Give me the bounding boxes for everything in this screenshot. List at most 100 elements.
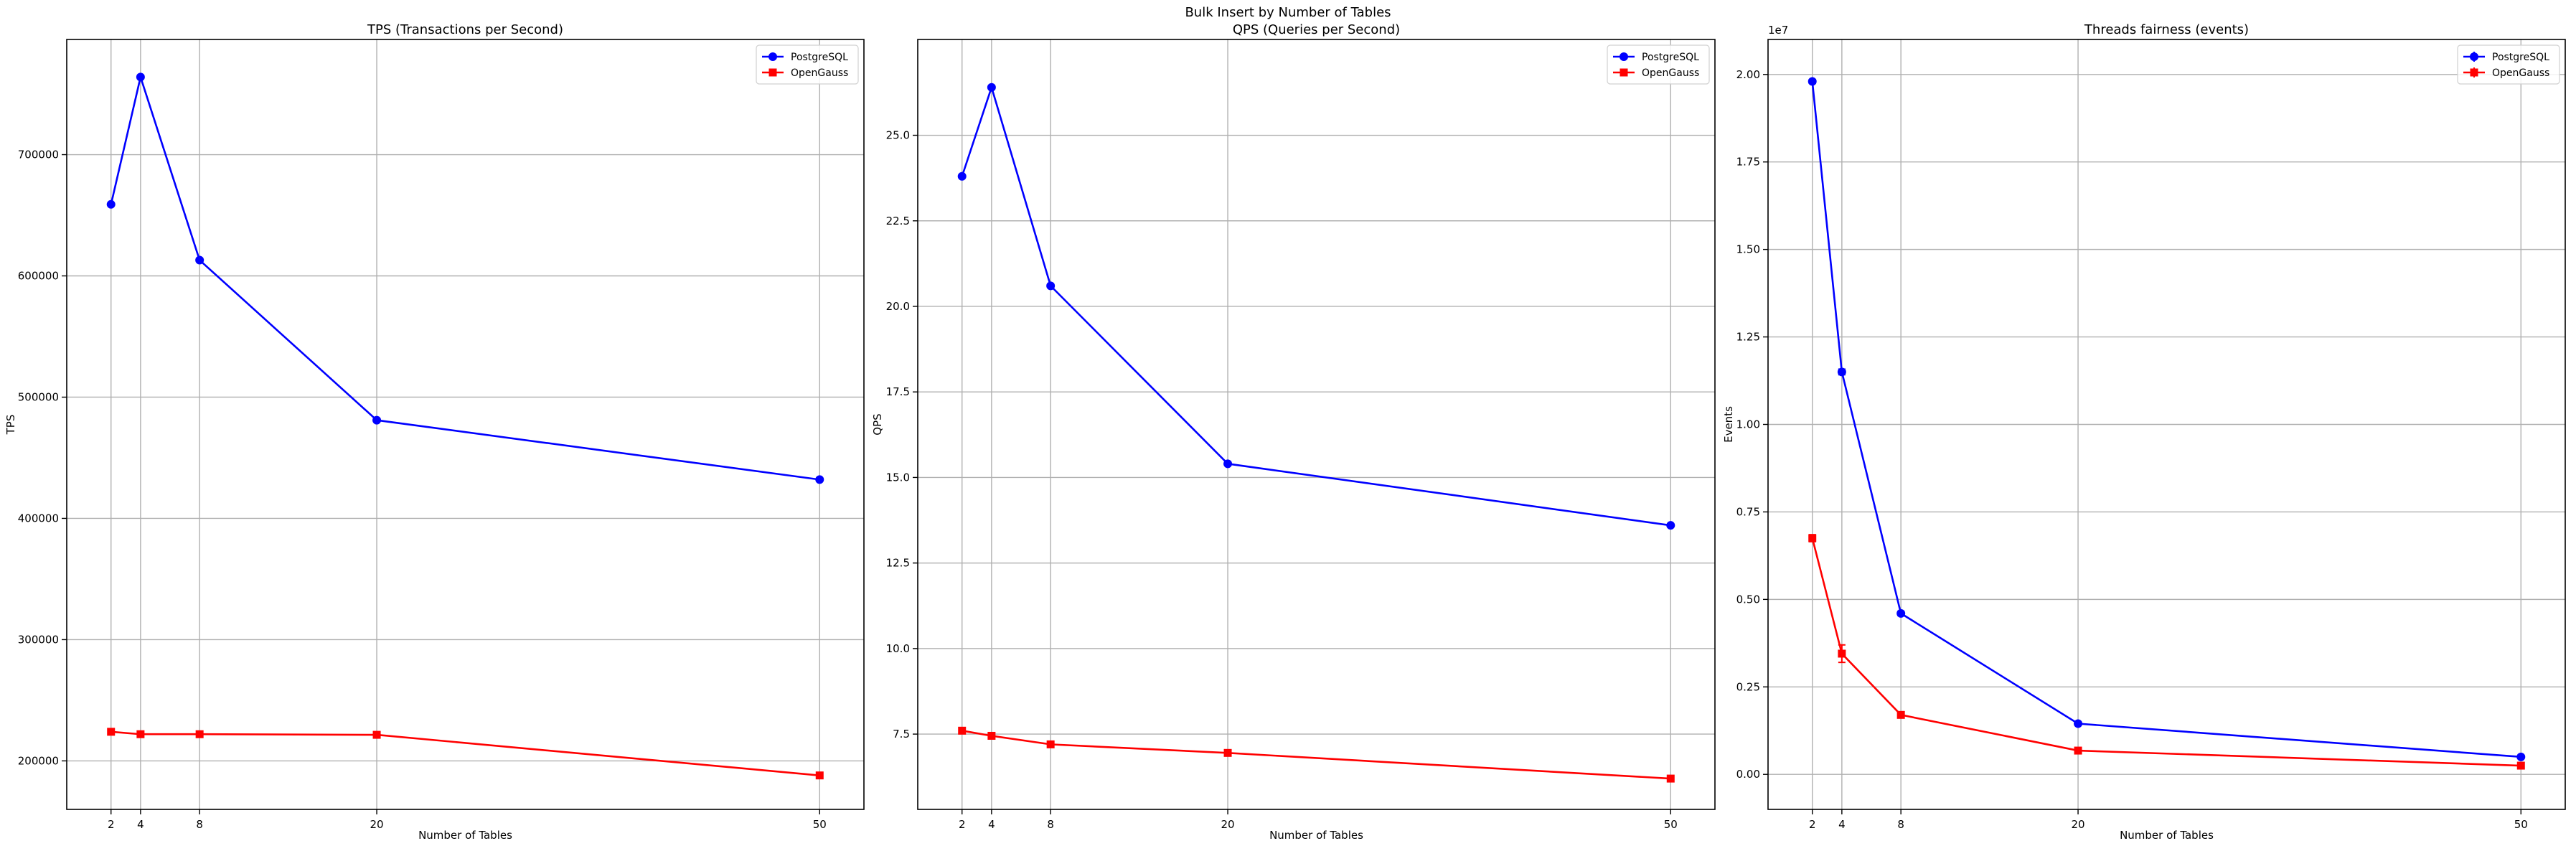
y-tick-label: 20.0 [886,300,910,313]
data-point [136,730,145,738]
data-point [1896,710,1905,719]
x-tick-label: 8 [1897,818,1904,831]
series-line [1811,537,2521,767]
x-tick-label: 2 [1809,818,1816,831]
x-axis-label: Number of Tables [2120,829,2214,842]
legend-item: OpenGauss [1613,67,1699,79]
data-point [1808,534,1817,542]
data-point [1837,367,1846,377]
legend-item: OpenGauss [2463,67,2549,79]
data-point [195,255,205,265]
y-tick-label: 1.75 [1736,156,1760,169]
y-tick-label: 25.0 [886,129,910,142]
legend-marker [2470,52,2478,61]
x-tick-label: 50 [1664,818,1678,831]
y-tick-label: 600000 [18,270,59,283]
legend: PostgreSQL OpenGauss [2457,44,2560,85]
legend-marker [2470,68,2478,77]
x-tick-label: 2 [108,818,115,831]
data-point [1808,77,1817,86]
data-point [136,72,145,82]
y-tick-label: 1.50 [1736,243,1760,256]
chart-qps: QPS (Queries per Second) QPS Number of T… [871,22,1716,842]
data-point [1046,281,1056,291]
series-opengauss [1808,534,2525,770]
data-point [2516,761,2525,770]
legend-label: PostgreSQL [1642,52,1699,63]
legend-label: OpenGauss [1642,67,1699,79]
x-tick-label: 8 [1047,818,1054,831]
y-tick-label: 22.5 [886,215,910,227]
data-point [1666,774,1675,783]
data-point [372,730,381,739]
data-point [106,199,116,209]
series-line [1811,81,2521,758]
y-tick-label: 0.75 [1736,505,1760,518]
data-point [1896,608,1906,618]
legend-marker [1620,68,1628,77]
x-axis-label: Number of Tables [418,829,512,842]
data-point [987,731,996,740]
data-point [2074,719,2083,728]
data-point [1666,521,1675,530]
y-tick-label: 300000 [18,633,59,646]
chart-threads-fairness: Threads fairness (events) 1e7 Events Num… [1722,22,2566,842]
legend-label: PostgreSQL [791,52,848,63]
data-point [815,475,824,484]
data-point [2516,752,2526,761]
plot-frame [66,39,865,810]
plot-frame [917,39,1716,810]
y-tick-label: 200000 [18,754,59,767]
chart-title: TPS (Transactions per Second) [367,22,563,37]
legend-marker [768,52,777,61]
y-axis-offset-label: 1e7 [1768,24,1788,37]
legend-label: OpenGauss [2492,67,2549,79]
y-tick-label: 1.25 [1736,331,1760,344]
data-point [1223,748,1232,757]
y-tick-label: 12.5 [886,557,910,570]
x-tick-label: 2 [959,818,966,831]
data-point [958,726,967,735]
legend: PostgreSQL OpenGauss [756,44,859,85]
data-point [1046,740,1055,748]
y-tick-label: 0.25 [1736,680,1760,693]
y-tick-label: 0.50 [1736,593,1760,606]
data-point [1223,459,1233,469]
y-tick-label: 400000 [18,512,59,525]
legend-item: PostgreSQL [762,52,848,63]
x-tick-label: 4 [1838,818,1846,831]
legend-item: PostgreSQL [1613,52,1699,63]
data-point [815,771,824,780]
legend-item: OpenGauss [762,67,848,79]
plot-frame [1767,39,2566,810]
legend-marker [1620,52,1628,61]
x-tick-label: 20 [1221,818,1235,831]
data-point [195,730,204,738]
x-tick-label: 4 [988,818,995,831]
legend-box [2457,44,2560,85]
legend-box [756,44,859,85]
y-tick-label: 2.00 [1736,68,1760,81]
series-postgresql [957,83,1675,530]
chart-title: Threads fairness (events) [2084,22,2249,37]
x-tick-label: 50 [2514,818,2528,831]
legend-marker [768,68,777,77]
legend-label: OpenGauss [791,67,848,79]
data-point [2074,746,2082,755]
chart-title: QPS (Queries per Second) [1233,22,1400,37]
series-line [111,730,820,776]
chart-tps: TPS (Transactions per Second) TPS Number… [4,22,865,842]
y-tick-label: 1.00 [1736,418,1760,431]
y-tick-label: 500000 [18,390,59,403]
series-line [962,730,1671,780]
x-tick-label: 8 [196,818,203,831]
y-tick-label: 10.0 [886,642,910,655]
data-point [957,171,967,181]
x-tick-label: 20 [370,818,384,831]
series-opengauss [958,726,1675,783]
y-tick-label: 7.5 [893,728,910,740]
data-point [107,728,116,736]
data-point [987,83,996,92]
legend-box [1607,44,1710,85]
